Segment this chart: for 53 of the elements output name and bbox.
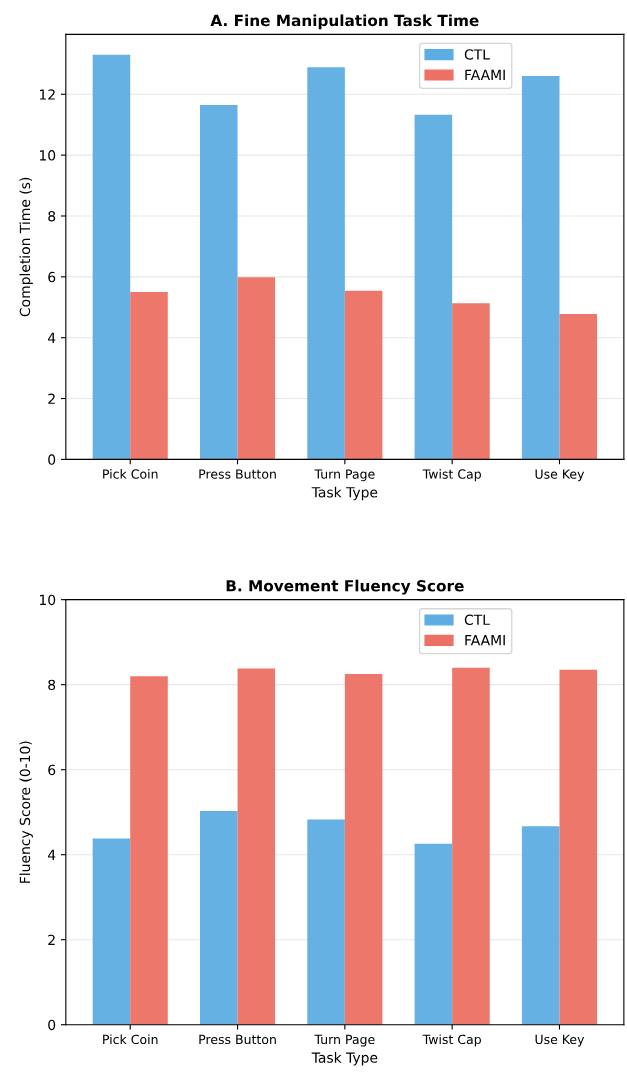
y-tick-label: 8 — [48, 210, 56, 222]
x-tick-label: Twist Cap — [422, 469, 481, 482]
legend-label: FAAMI — [465, 69, 505, 80]
bar — [199, 104, 238, 460]
x-axis-title: Task Type — [311, 1052, 378, 1066]
bar — [130, 292, 168, 460]
y-tick-label: 0 — [48, 1019, 56, 1031]
x-tick-label: Turn Page — [314, 1034, 375, 1047]
bar — [414, 114, 453, 460]
bar — [344, 290, 383, 460]
bar — [130, 676, 168, 1025]
x-tick-label: Use Key — [535, 469, 585, 482]
y-tick-label: 2 — [48, 934, 55, 945]
legend-label: CTL — [464, 49, 490, 60]
bar — [452, 303, 490, 460]
bar — [414, 843, 453, 1025]
legend-label: CTL — [464, 614, 490, 626]
y-tick-label: 6 — [48, 271, 56, 283]
bar — [199, 810, 238, 1025]
x-tick-label: Pick Coin — [103, 1034, 158, 1045]
x-tick-label: Twist Cap — [422, 1034, 481, 1047]
y-tick-label: 0 — [48, 454, 56, 465]
x-tick-label: Press Button — [199, 1034, 276, 1045]
bar — [237, 668, 276, 1025]
y-axis-title: Completion Time (s) — [19, 177, 33, 317]
bar — [452, 667, 490, 1025]
y-axis-title: Fluency Score (0-10) — [19, 741, 33, 883]
y-tick-label: 4 — [47, 332, 56, 343]
bar — [307, 819, 345, 1025]
y-tick-label: 12 — [39, 89, 55, 100]
bar — [307, 67, 345, 460]
y-tick-label: 2 — [48, 393, 55, 404]
bar — [521, 826, 560, 1025]
y-tick-label: 4 — [47, 849, 56, 860]
bar — [237, 277, 276, 460]
x-axis-title: Task Type — [311, 486, 378, 501]
y-tick-label: 6 — [48, 764, 56, 776]
bar — [559, 313, 598, 460]
bar — [344, 674, 383, 1025]
legend-label: FAAMI — [465, 635, 505, 646]
y-tick-label: 10 — [39, 150, 56, 161]
x-tick-label: Pick Coin — [103, 469, 158, 479]
y-tick-label: 10 — [39, 594, 56, 606]
chart-title: B. Movement Fluency Score — [226, 579, 464, 595]
bar — [521, 76, 560, 460]
x-tick-label: Turn Page — [314, 469, 375, 482]
bar — [559, 669, 598, 1025]
chart-title: A. Fine Manipulation Task Time — [210, 14, 479, 30]
y-tick-label: 8 — [48, 679, 56, 691]
x-tick-label: Press Button — [199, 469, 276, 479]
x-tick-label: Use Key — [535, 1034, 585, 1047]
bar — [92, 54, 131, 460]
bar — [92, 838, 131, 1025]
